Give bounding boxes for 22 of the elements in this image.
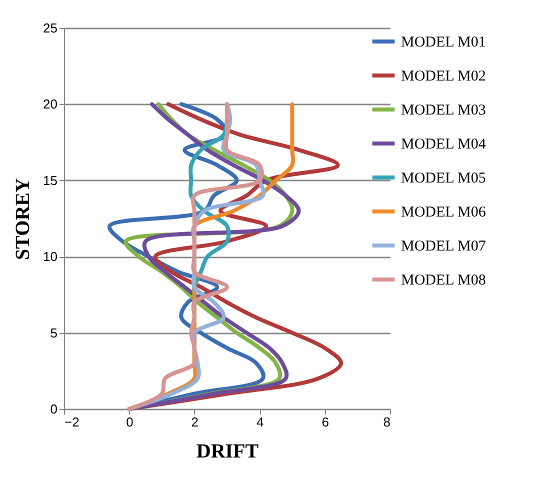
legend-label: MODEL M05 — [401, 170, 486, 186]
y-axis-title: STOREY — [12, 178, 34, 260]
x-tick-label: 2 — [191, 414, 199, 430]
legend-label: MODEL M02 — [401, 68, 486, 84]
legend-label: MODEL M03 — [401, 102, 486, 118]
y-tick-label: 20 — [43, 96, 58, 112]
x-tick-label: 0 — [126, 414, 134, 430]
legend-label: MODEL M04 — [401, 136, 486, 152]
x-tick-label: −2 — [64, 414, 80, 430]
x-tick-label: 6 — [322, 414, 329, 430]
x-tick-label: 8 — [383, 414, 390, 430]
y-tick-label: 25 — [43, 20, 58, 36]
legend-label: MODEL M08 — [401, 272, 486, 288]
legend-label: MODEL M01 — [401, 34, 486, 50]
legend-label: MODEL M06 — [401, 204, 486, 220]
y-tick-label: 0 — [50, 402, 58, 416]
y-tick-label: 10 — [43, 249, 58, 264]
x-tick-label: 4 — [256, 414, 264, 430]
y-tick-label: 5 — [50, 325, 58, 340]
x-axis-title: DRIFT — [196, 440, 260, 462]
y-tick-label: 15 — [43, 172, 58, 188]
legend-label: MODEL M07 — [401, 238, 486, 254]
